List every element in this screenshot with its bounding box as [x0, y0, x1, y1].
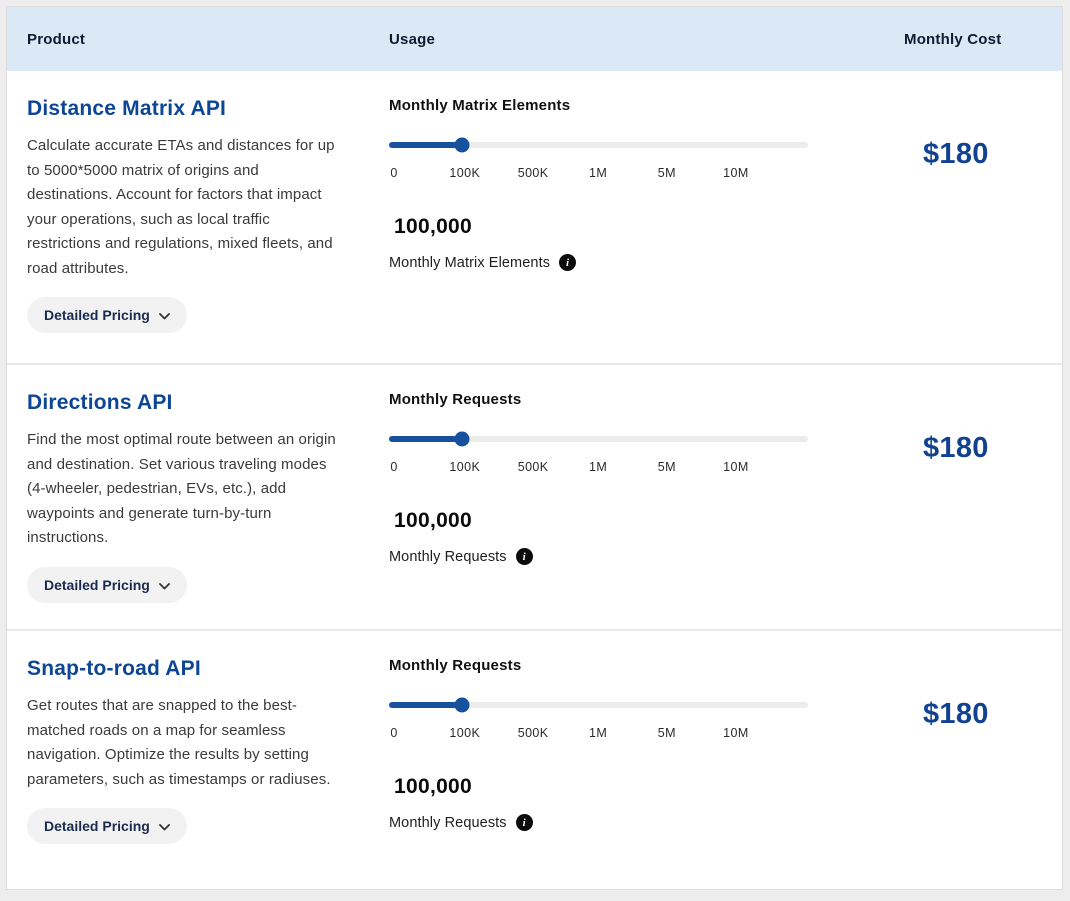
table-row: Distance Matrix API Calculate accurate E… [7, 71, 1062, 363]
usage-value-label-row: Monthly Requests i [389, 548, 904, 565]
slider-fill [389, 436, 462, 442]
product-title: Snap-to-road API [27, 657, 201, 680]
tick-label: 0 [390, 166, 398, 180]
usage-value: 100,000 [394, 215, 473, 238]
slider-fill [389, 142, 462, 148]
usage-cell: Monthly Matrix Elements 0 100K 500K 1M 5… [389, 97, 904, 363]
product-description: Calculate accurate ETAs and distances fo… [27, 137, 335, 277]
usage-value-label-row: Monthly Matrix Elements i [389, 254, 904, 271]
column-header-usage: Usage [389, 30, 436, 48]
tick-label: 500K [517, 166, 549, 180]
cost-cell: $180 [904, 657, 1062, 891]
usage-value: 100,000 [394, 775, 473, 798]
slider-tick-labels: 0 100K 500K 1M 5M 10M [389, 460, 808, 475]
tick-label: 1M [588, 460, 608, 474]
column-header-monthly-cost: Monthly Cost [904, 30, 1002, 48]
usage-slider[interactable] [389, 697, 808, 713]
tick-label: 1M [588, 166, 608, 180]
monthly-cost: $180 [923, 432, 989, 464]
product-cell: Snap-to-road API Get routes that are sna… [27, 657, 389, 891]
product-title: Directions API [27, 391, 173, 414]
slider-tick-labels: 0 100K 500K 1M 5M 10M [389, 726, 808, 741]
table-row: Directions API Find the most optimal rou… [7, 363, 1062, 629]
monthly-cost: $180 [923, 138, 989, 170]
usage-value-label-row: Monthly Requests i [389, 814, 904, 831]
usage-value-label: Monthly Matrix Elements [389, 254, 551, 271]
chevron-down-icon [158, 818, 170, 834]
tick-label: 500K [517, 726, 549, 740]
detailed-pricing-button[interactable]: Detailed Pricing [27, 808, 187, 844]
info-icon[interactable]: i [559, 254, 577, 271]
usage-slider[interactable] [389, 137, 808, 153]
product-description: Find the most optimal route between an o… [27, 431, 336, 546]
usage-slider-label: Monthly Requests [389, 657, 522, 674]
product-title: Distance Matrix API [27, 97, 227, 120]
detailed-pricing-label: Detailed Pricing [44, 818, 150, 834]
slider-handle[interactable] [454, 697, 470, 713]
usage-slider[interactable] [389, 431, 808, 447]
tick-label: 5M [657, 726, 676, 740]
product-cell: Directions API Find the most optimal rou… [27, 391, 389, 629]
tick-label: 1M [588, 726, 608, 740]
usage-value-label: Monthly Requests [389, 814, 507, 831]
tick-label: 0 [390, 460, 398, 474]
detailed-pricing-label: Detailed Pricing [44, 576, 150, 593]
tick-label: 100K [449, 726, 481, 740]
info-icon[interactable]: i [515, 814, 533, 831]
monthly-cost: $180 [923, 698, 989, 730]
tick-label: 0 [390, 726, 398, 740]
tick-label: 100K [449, 460, 481, 474]
usage-value: 100,000 [394, 509, 473, 532]
product-cell: Distance Matrix API Calculate accurate E… [27, 97, 389, 363]
tick-label: 5M [657, 166, 676, 180]
chevron-down-icon [158, 577, 170, 593]
usage-value-label: Monthly Requests [389, 548, 507, 565]
slider-handle[interactable] [454, 431, 470, 447]
chevron-down-icon [158, 307, 170, 323]
tick-label: 10M [723, 460, 749, 474]
info-icon[interactable]: i [515, 548, 533, 565]
slider-fill [389, 702, 462, 708]
tick-label: 5M [657, 460, 676, 474]
pricing-table: Product Usage Monthly Cost Distance Matr… [6, 6, 1063, 890]
table-header: Product Usage Monthly Cost [7, 7, 1062, 71]
tick-label: 100K [449, 166, 481, 180]
product-description: Get routes that are snapped to the best-… [27, 697, 331, 788]
detailed-pricing-button[interactable]: Detailed Pricing [27, 566, 187, 603]
tick-label: 10M [723, 166, 749, 180]
slider-handle[interactable] [454, 137, 470, 153]
table-row: Snap-to-road API Get routes that are sna… [7, 629, 1062, 891]
usage-slider-label: Monthly Requests [389, 391, 522, 408]
detailed-pricing-button[interactable]: Detailed Pricing [27, 297, 187, 333]
slider-tick-labels: 0 100K 500K 1M 5M 10M [389, 166, 808, 181]
column-header-product: Product [27, 30, 86, 48]
usage-cell: Monthly Requests 0 100K 500K 1M 5M 10M 1… [389, 657, 904, 891]
detailed-pricing-label: Detailed Pricing [44, 307, 150, 323]
tick-label: 500K [517, 460, 549, 474]
tick-label: 10M [723, 726, 749, 740]
usage-cell: Monthly Requests 0 100K 500K 1M 5M 10M 1… [389, 391, 904, 629]
usage-slider-label: Monthly Matrix Elements [389, 97, 571, 114]
cost-cell: $180 [904, 97, 1062, 363]
cost-cell: $180 [904, 391, 1062, 629]
